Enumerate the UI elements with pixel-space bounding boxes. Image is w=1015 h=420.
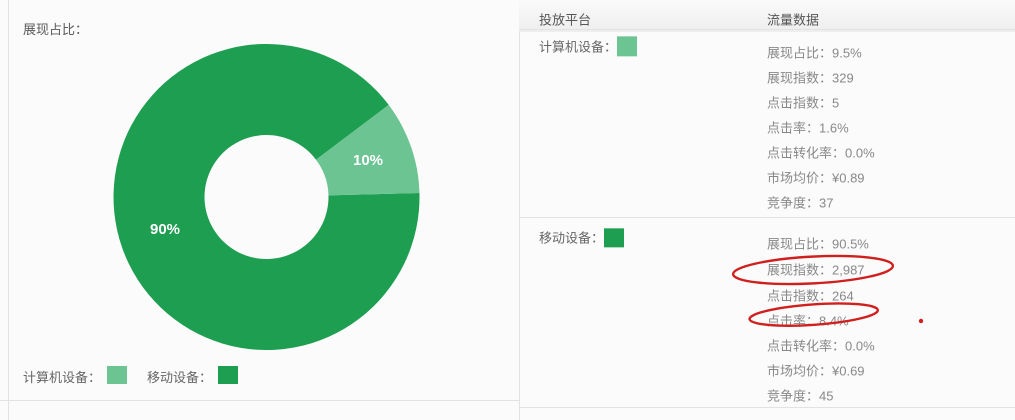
svg-text:90%: 90% — [150, 221, 180, 238]
svg-text:10%: 10% — [353, 152, 383, 169]
